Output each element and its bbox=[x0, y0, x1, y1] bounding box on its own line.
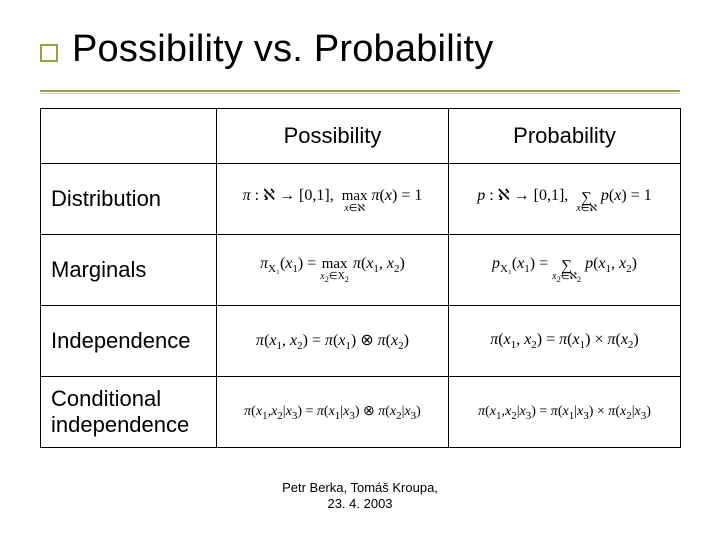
table-row: Distribution π : ℵ → [0,1], maxx∈ℵ π(x) … bbox=[41, 164, 681, 235]
title-bullet-icon bbox=[40, 44, 58, 62]
row-header-conditional-independence: Conditional independence bbox=[41, 377, 217, 448]
row-header-marginals: Marginals bbox=[41, 235, 217, 306]
cell-distribution-probability: p : ℵ → [0,1], ∑x∈ℵ p(x) = 1 bbox=[449, 164, 681, 235]
slide: Possibility vs. Probability Possibility … bbox=[0, 0, 720, 540]
footer: Petr Berka, Tomáš Kroupa, 23. 4. 2003 bbox=[0, 480, 720, 513]
comparison-table: Possibility Probability Distribution π :… bbox=[40, 108, 681, 448]
page-title: Possibility vs. Probability bbox=[72, 28, 493, 71]
title-rule-shadow bbox=[40, 93, 680, 94]
cell-independence-possibility: π(x1, x2) = π(x1) ⊗ π(x2) bbox=[217, 306, 449, 377]
table-row: Marginals πX₁(x1) = maxx2∈X2 π(x1, x2) p… bbox=[41, 235, 681, 306]
row-header-independence: Independence bbox=[41, 306, 217, 377]
row-header-distribution: Distribution bbox=[41, 164, 217, 235]
footer-date: 23. 4. 2003 bbox=[0, 496, 720, 512]
table-header-row: Possibility Probability bbox=[41, 109, 681, 164]
title-rule bbox=[40, 90, 680, 92]
title-row: Possibility vs. Probability bbox=[40, 28, 680, 71]
table-row: Independence π(x1, x2) = π(x1) ⊗ π(x2) π… bbox=[41, 306, 681, 377]
cell-marginals-possibility: πX₁(x1) = maxx2∈X2 π(x1, x2) bbox=[217, 235, 449, 306]
footer-authors: Petr Berka, Tomáš Kroupa, bbox=[0, 480, 720, 496]
cell-condindep-possibility: π(x1,x2|x3) = π(x1|x3) ⊗ π(x2|x3) bbox=[217, 377, 449, 448]
cell-distribution-possibility: π : ℵ → [0,1], maxx∈ℵ π(x) = 1 bbox=[217, 164, 449, 235]
cell-condindep-probability: π(x1,x2|x3) = π(x1|x3) × π(x2|x3) bbox=[449, 377, 681, 448]
col-header-empty bbox=[41, 109, 217, 164]
cell-independence-probability: π(x1, x2) = π(x1) × π(x2) bbox=[449, 306, 681, 377]
cell-marginals-probability: pX₁(x1) = ∑x2∈ℵ2 p(x1, x2) bbox=[449, 235, 681, 306]
col-header-probability: Probability bbox=[449, 109, 681, 164]
table-row: Conditional independence π(x1,x2|x3) = π… bbox=[41, 377, 681, 448]
col-header-possibility: Possibility bbox=[217, 109, 449, 164]
